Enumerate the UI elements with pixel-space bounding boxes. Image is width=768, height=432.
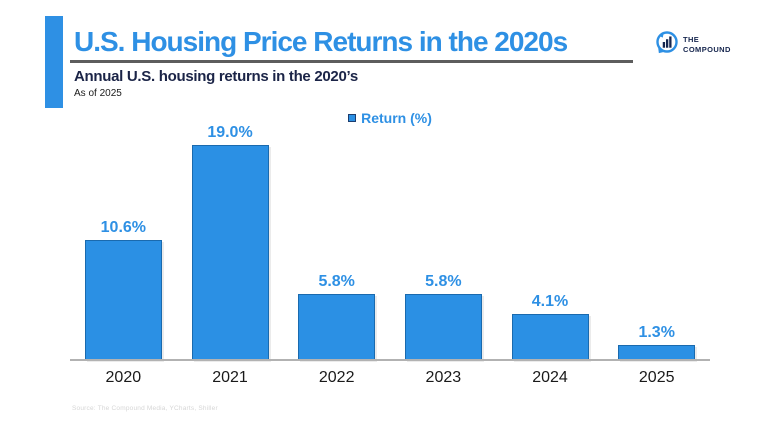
x-axis-label: 2023 xyxy=(425,369,462,386)
brand-logo: THE COMPOUND xyxy=(655,30,731,59)
bar-column: 5.8% xyxy=(390,273,497,360)
bar-value-label: 10.6% xyxy=(100,219,147,236)
brand-logo-line2: COMPOUND xyxy=(683,44,731,54)
brand-logo-text: THE COMPOUND xyxy=(683,35,731,54)
bar-value-label: 19.0% xyxy=(207,124,253,141)
bar-column: 19.0% xyxy=(177,124,284,360)
x-axis-labels: 2020 2021 2022 2023 2024 2025 xyxy=(70,369,710,387)
bar xyxy=(84,240,162,360)
bar-value-label: 5.8% xyxy=(425,273,462,290)
bar-column: 4.1% xyxy=(497,293,604,360)
bar-column: 10.6% xyxy=(70,219,177,360)
bar-value-label: 4.1% xyxy=(531,293,569,310)
bars-row: 10.6% 19.0% 5.8% 5.8% 4.1% 1.3% xyxy=(70,120,710,360)
x-axis-label: 2024 xyxy=(532,369,568,386)
bar xyxy=(191,145,269,360)
legend-swatch-icon xyxy=(348,114,357,122)
legend-label: Return (%) xyxy=(361,110,432,126)
brand-logo-line1: THE xyxy=(683,35,700,45)
title-divider xyxy=(70,60,633,63)
x-axis-line xyxy=(70,359,710,361)
bar xyxy=(511,314,589,360)
bar-value-label: 5.8% xyxy=(318,273,355,290)
x-axis-label: 2022 xyxy=(318,369,355,386)
bar-value-label: 1.3% xyxy=(638,324,675,341)
bar xyxy=(298,294,376,360)
source-note: Source: The Compound Media, YCharts, Shi… xyxy=(72,405,218,412)
chart-subtitle: Annual U.S. housing returns in the 2020’… xyxy=(74,68,358,85)
bar-column: 1.3% xyxy=(603,324,710,360)
x-axis-label: 2021 xyxy=(212,369,248,386)
title-accent-bar xyxy=(45,16,63,108)
page-title: U.S. Housing Price Returns in the 2020s xyxy=(74,26,568,57)
bar xyxy=(404,294,482,360)
as-of-note: As of 2025 xyxy=(74,88,122,99)
bar xyxy=(618,345,696,360)
x-axis-label: 2025 xyxy=(638,369,675,386)
compound-chart-bubble-icon xyxy=(655,30,679,59)
bar-column: 5.8% xyxy=(283,273,390,360)
chart-legend: Return (%) xyxy=(70,110,710,126)
x-axis-label: 2020 xyxy=(105,369,142,386)
